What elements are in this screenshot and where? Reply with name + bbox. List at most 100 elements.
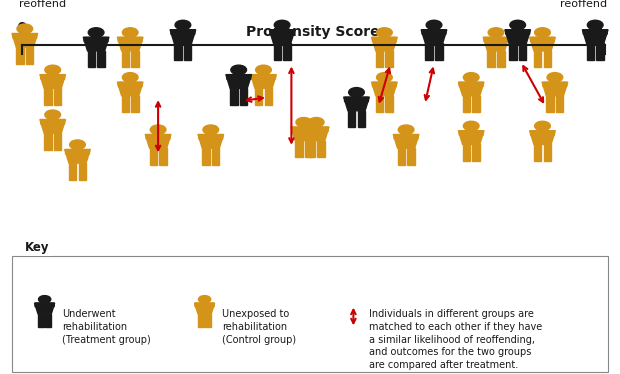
FancyBboxPatch shape: [252, 75, 275, 79]
Polygon shape: [198, 134, 224, 148]
Ellipse shape: [587, 20, 603, 30]
Polygon shape: [35, 303, 55, 314]
FancyBboxPatch shape: [118, 82, 142, 87]
Polygon shape: [386, 51, 393, 67]
Polygon shape: [308, 141, 315, 157]
FancyBboxPatch shape: [543, 82, 567, 87]
FancyBboxPatch shape: [459, 131, 483, 135]
Polygon shape: [117, 37, 143, 51]
Polygon shape: [556, 96, 564, 112]
FancyBboxPatch shape: [531, 131, 554, 135]
Polygon shape: [69, 163, 76, 180]
FancyBboxPatch shape: [146, 135, 170, 139]
Polygon shape: [250, 75, 277, 88]
Polygon shape: [483, 37, 509, 51]
FancyBboxPatch shape: [531, 37, 554, 42]
Polygon shape: [16, 47, 24, 64]
FancyBboxPatch shape: [422, 30, 446, 34]
Text: Unlikely to
reoffend: Unlikely to reoffend: [19, 0, 78, 9]
Polygon shape: [376, 51, 383, 67]
Polygon shape: [198, 314, 204, 327]
Polygon shape: [303, 127, 329, 141]
Polygon shape: [273, 43, 281, 60]
Polygon shape: [159, 148, 167, 165]
Ellipse shape: [376, 28, 392, 37]
Polygon shape: [184, 43, 192, 60]
FancyBboxPatch shape: [484, 37, 508, 42]
Ellipse shape: [69, 140, 86, 149]
Ellipse shape: [376, 73, 392, 82]
Ellipse shape: [426, 20, 442, 30]
Polygon shape: [596, 43, 604, 60]
Polygon shape: [122, 51, 129, 67]
Ellipse shape: [38, 295, 51, 303]
Polygon shape: [505, 30, 531, 43]
Polygon shape: [12, 34, 38, 47]
Polygon shape: [458, 82, 484, 96]
Polygon shape: [463, 144, 470, 161]
Text: 1: 1: [594, 22, 604, 37]
FancyBboxPatch shape: [373, 37, 396, 42]
Ellipse shape: [122, 28, 138, 37]
Ellipse shape: [274, 20, 290, 30]
Polygon shape: [407, 148, 415, 165]
Polygon shape: [205, 314, 211, 327]
Polygon shape: [529, 131, 556, 144]
FancyBboxPatch shape: [345, 97, 368, 102]
Polygon shape: [509, 43, 516, 60]
Polygon shape: [371, 82, 397, 96]
Polygon shape: [291, 127, 317, 141]
Polygon shape: [38, 314, 44, 327]
Text: Unexposed to
rehabilitation
(Control group): Unexposed to rehabilitation (Control gro…: [222, 309, 296, 345]
Polygon shape: [534, 144, 541, 161]
Ellipse shape: [150, 125, 166, 134]
Text: Key: Key: [25, 241, 50, 254]
FancyBboxPatch shape: [84, 37, 108, 42]
Polygon shape: [45, 314, 51, 327]
Polygon shape: [421, 30, 447, 43]
Polygon shape: [195, 303, 215, 314]
Polygon shape: [54, 133, 61, 150]
Polygon shape: [546, 96, 554, 112]
Text: Likely to
reoffend: Likely to reoffend: [560, 0, 608, 9]
Ellipse shape: [45, 65, 61, 75]
Polygon shape: [463, 96, 470, 112]
FancyBboxPatch shape: [118, 37, 142, 42]
Ellipse shape: [463, 73, 479, 82]
Ellipse shape: [231, 65, 247, 75]
Ellipse shape: [534, 28, 551, 37]
FancyBboxPatch shape: [199, 135, 223, 139]
Polygon shape: [582, 30, 608, 43]
FancyBboxPatch shape: [583, 30, 607, 34]
Polygon shape: [529, 37, 556, 51]
Ellipse shape: [17, 24, 33, 34]
Polygon shape: [542, 82, 568, 96]
FancyBboxPatch shape: [304, 127, 328, 132]
Polygon shape: [145, 134, 171, 148]
FancyBboxPatch shape: [270, 30, 294, 34]
FancyBboxPatch shape: [12, 256, 608, 372]
Ellipse shape: [255, 65, 272, 75]
FancyBboxPatch shape: [41, 75, 64, 79]
Ellipse shape: [308, 117, 324, 127]
Polygon shape: [54, 88, 61, 105]
Polygon shape: [40, 75, 66, 88]
FancyBboxPatch shape: [171, 30, 195, 34]
Polygon shape: [170, 30, 196, 43]
Polygon shape: [44, 133, 51, 150]
FancyBboxPatch shape: [459, 82, 483, 87]
Polygon shape: [79, 163, 86, 180]
Polygon shape: [283, 43, 291, 60]
Ellipse shape: [488, 28, 504, 37]
Polygon shape: [371, 37, 397, 51]
Ellipse shape: [122, 73, 138, 82]
FancyBboxPatch shape: [227, 75, 250, 79]
Polygon shape: [64, 149, 91, 163]
Polygon shape: [97, 51, 105, 67]
Polygon shape: [83, 37, 109, 51]
Polygon shape: [317, 141, 325, 157]
Text: Propensity Score: Propensity Score: [246, 25, 380, 39]
FancyBboxPatch shape: [394, 135, 418, 139]
Polygon shape: [544, 51, 551, 67]
Text: 0: 0: [16, 22, 27, 37]
